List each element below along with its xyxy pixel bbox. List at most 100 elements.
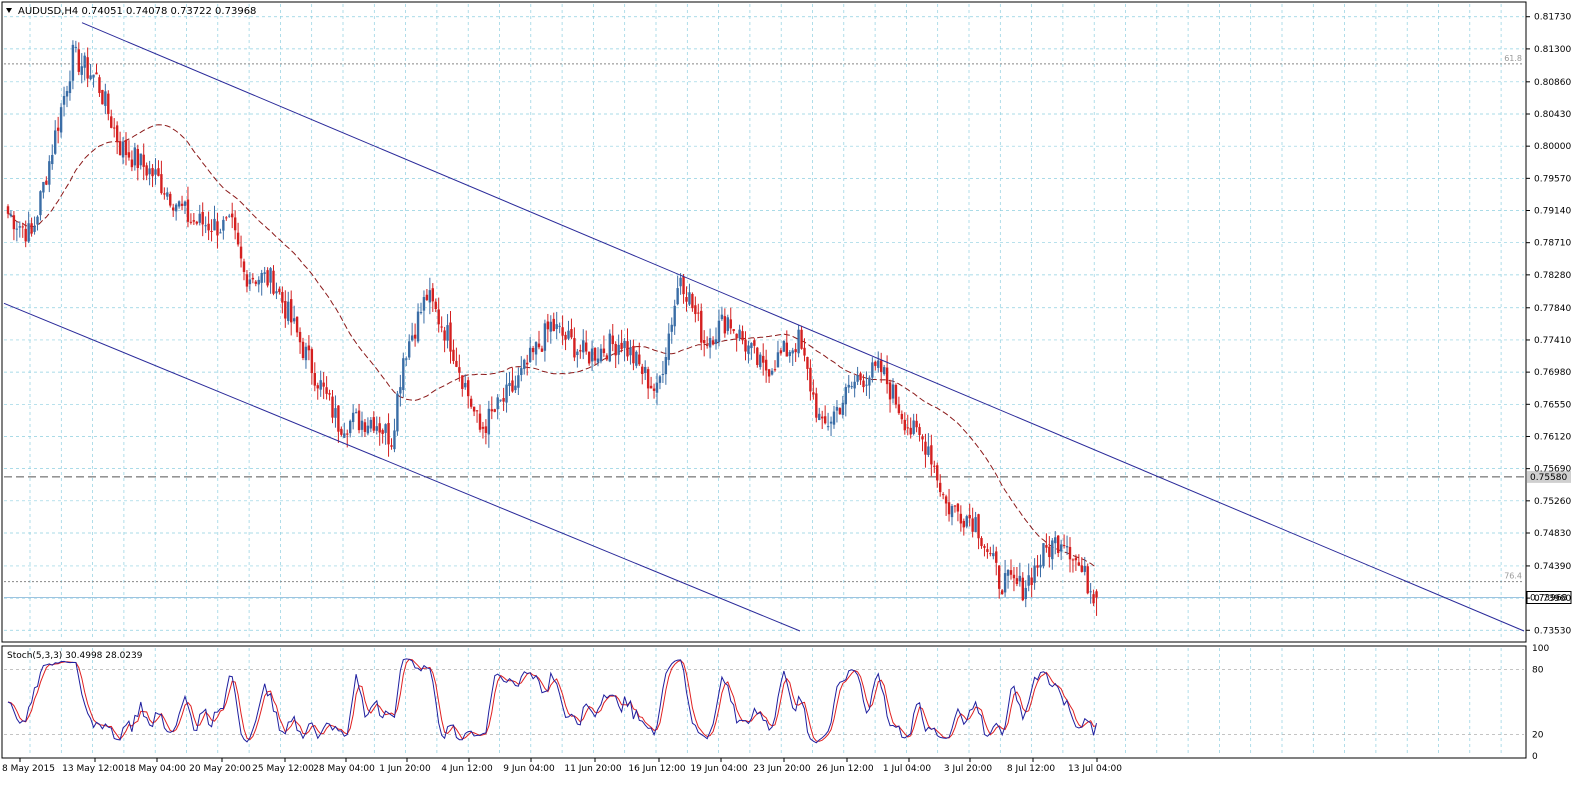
bear-candle[interactable] — [986, 549, 989, 552]
bear-candle[interactable] — [118, 141, 122, 156]
bull-candle[interactable] — [213, 218, 216, 231]
bull-candle[interactable] — [590, 348, 594, 362]
bear-candle[interactable] — [239, 246, 243, 259]
bear-candle[interactable] — [431, 288, 434, 302]
bear-candle[interactable] — [1036, 565, 1039, 568]
bull-candle[interactable] — [759, 354, 762, 368]
bear-candle[interactable] — [764, 359, 768, 371]
bear-candle[interactable] — [298, 331, 302, 343]
bear-candle[interactable] — [387, 423, 390, 445]
bull-candle[interactable] — [797, 329, 800, 354]
bear-candle[interactable] — [564, 334, 567, 340]
bear-candle[interactable] — [794, 349, 797, 353]
bull-candle[interactable] — [83, 55, 86, 68]
bull-candle[interactable] — [166, 192, 169, 197]
bear-candle[interactable] — [210, 230, 213, 232]
bull-candle[interactable] — [770, 370, 774, 375]
bear-candle[interactable] — [626, 341, 629, 357]
bear-candle[interactable] — [1012, 574, 1016, 579]
bull-candle[interactable] — [351, 412, 355, 423]
bull-candle[interactable] — [204, 225, 207, 227]
bear-candle[interactable] — [455, 360, 458, 367]
bull-candle[interactable] — [912, 420, 915, 434]
bear-candle[interactable] — [56, 127, 60, 131]
stochastic-panel[interactable] — [1, 645, 1527, 759]
bear-candle[interactable] — [313, 373, 316, 386]
bull-candle[interactable] — [599, 348, 603, 362]
bear-candle[interactable] — [475, 410, 479, 412]
bull-candle[interactable] — [1083, 565, 1086, 572]
bull-candle[interactable] — [349, 420, 352, 434]
bear-candle[interactable] — [481, 426, 485, 429]
bear-candle[interactable] — [602, 348, 606, 354]
bull-candle[interactable] — [104, 91, 107, 106]
bear-candle[interactable] — [322, 382, 325, 387]
bear-candle[interactable] — [425, 294, 429, 301]
bear-candle[interactable] — [172, 207, 175, 211]
bear-candle[interactable] — [697, 312, 700, 314]
bear-candle[interactable] — [682, 276, 685, 295]
bull-candle[interactable] — [670, 324, 673, 332]
bull-candle[interactable] — [1051, 540, 1054, 560]
bull-candle[interactable] — [360, 420, 364, 430]
trend-channel[interactable] — [3, 22, 1525, 632]
bull-candle[interactable] — [523, 359, 526, 369]
bear-candle[interactable] — [785, 342, 788, 357]
bear-candle[interactable] — [620, 342, 623, 349]
bear-candle[interactable] — [6, 206, 10, 214]
bear-candle[interactable] — [641, 366, 644, 374]
bear-candle[interactable] — [909, 427, 912, 435]
bear-candle[interactable] — [160, 174, 163, 194]
bear-candle[interactable] — [753, 340, 756, 346]
bull-candle[interactable] — [520, 368, 523, 376]
bear-candle[interactable] — [281, 292, 284, 303]
bear-candle[interactable] — [989, 553, 992, 555]
bear-candle[interactable] — [278, 288, 281, 293]
bear-candle[interactable] — [983, 546, 986, 548]
bull-candle[interactable] — [287, 301, 290, 321]
bull-candle[interactable] — [655, 382, 659, 393]
bear-candle[interactable] — [652, 388, 656, 391]
bear-candle[interactable] — [947, 502, 951, 515]
bull-candle[interactable] — [853, 381, 856, 389]
bull-candle[interactable] — [1003, 573, 1007, 593]
bull-candle[interactable] — [396, 393, 399, 432]
bear-candle[interactable] — [1095, 591, 1098, 598]
bull-candle[interactable] — [354, 412, 358, 414]
bull-candle[interactable] — [776, 352, 780, 368]
bull-candle[interactable] — [850, 386, 853, 388]
bull-candle[interactable] — [393, 430, 396, 450]
bear-candle[interactable] — [337, 405, 340, 432]
bear-candle[interactable] — [880, 360, 883, 372]
bull-candle[interactable] — [644, 366, 647, 374]
bull-candle[interactable] — [174, 204, 178, 212]
bear-candle[interactable] — [169, 193, 172, 206]
bull-candle[interactable] — [9, 214, 13, 217]
bear-candle[interactable] — [207, 223, 210, 231]
bear-candle[interactable] — [744, 339, 747, 352]
bear-candle[interactable] — [537, 343, 541, 348]
bear-candle[interactable] — [561, 327, 564, 336]
bull-candle[interactable] — [59, 107, 63, 133]
bull-candle[interactable] — [856, 375, 859, 382]
bull-candle[interactable] — [514, 385, 517, 391]
bull-candle[interactable] — [1006, 569, 1010, 576]
bull-candle[interactable] — [882, 367, 886, 375]
bear-candle[interactable] — [254, 281, 257, 284]
bull-candle[interactable] — [263, 272, 266, 274]
bull-candle[interactable] — [269, 268, 272, 283]
bull-candle[interactable] — [62, 95, 66, 105]
bear-candle[interactable] — [939, 482, 942, 493]
bull-candle[interactable] — [508, 382, 511, 387]
bull-candle[interactable] — [673, 305, 676, 327]
bull-candle[interactable] — [891, 384, 895, 399]
bull-candle[interactable] — [51, 154, 54, 165]
bull-candle[interactable] — [219, 232, 222, 234]
bear-candle[interactable] — [216, 221, 219, 236]
bear-candle[interactable] — [605, 355, 609, 360]
bull-candle[interactable] — [410, 335, 414, 341]
bear-candle[interactable] — [874, 361, 877, 366]
bear-candle[interactable] — [24, 228, 27, 242]
bear-candle[interactable] — [735, 333, 738, 339]
bull-candle[interactable] — [148, 168, 151, 175]
